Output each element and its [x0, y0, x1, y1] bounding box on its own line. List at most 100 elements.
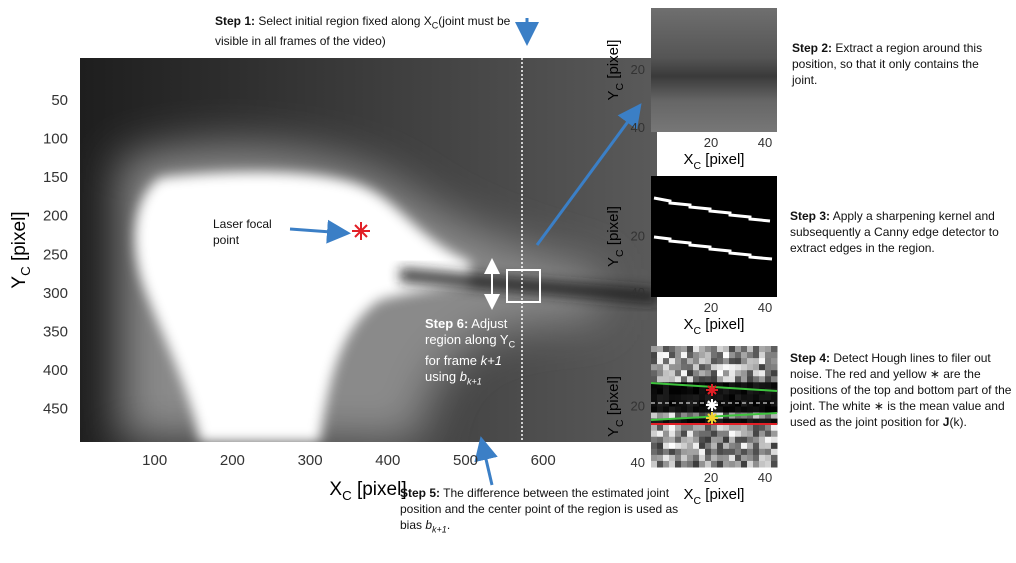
noise-cell: [705, 436, 712, 444]
noise-cell: [729, 400, 736, 407]
noise-cell: [675, 346, 682, 353]
inset-1-image: [651, 8, 777, 132]
step4: Step 4: Detect Hough lines to filer out …: [790, 350, 1012, 430]
noise-cell: [723, 406, 730, 414]
marker-stroke: [707, 400, 717, 410]
noise-cell: [681, 418, 688, 426]
noise-cell: [717, 388, 724, 395]
noise-cell: [657, 376, 664, 383]
y-tick-label: 200: [43, 208, 68, 225]
noise-cell: [771, 406, 778, 414]
edge-bottom: [653, 235, 773, 261]
noise-cell: [681, 412, 688, 420]
noise-cell: [693, 442, 700, 450]
noise-cell: [681, 400, 688, 407]
noise-cell: [723, 370, 730, 377]
noise-cell: [663, 394, 670, 401]
noise-cell: [675, 454, 682, 462]
noise-cell: [687, 370, 694, 377]
noise-cell: [735, 388, 742, 395]
noise-cell: [705, 430, 712, 438]
noise-cell: [657, 388, 664, 395]
noise-cell: [675, 364, 682, 371]
y-tick-label: 40: [631, 120, 645, 135]
noise-cell: [747, 424, 754, 432]
noise-cell: [759, 460, 766, 468]
noise-cell: [651, 388, 658, 395]
noise-cell: [759, 424, 766, 432]
noise-cell: [663, 358, 670, 365]
noise-cell: [675, 370, 682, 377]
joint-marker: [706, 412, 718, 424]
step5: Step 5: The difference between the estim…: [400, 485, 700, 537]
noise-cell: [705, 454, 712, 462]
noise-cell: [663, 424, 670, 432]
noise-cell: [681, 388, 688, 395]
noise-cell: [729, 448, 736, 456]
noise-cell: [651, 424, 658, 432]
noise-cell: [753, 448, 760, 456]
noise-cell: [711, 436, 718, 444]
noise-cell: [771, 394, 778, 401]
step-text: Extract a region around this position, s…: [792, 41, 983, 87]
noise-cell: [717, 364, 724, 371]
noise-cell: [735, 442, 742, 450]
noise-cell: [681, 460, 688, 468]
noise-cell: [765, 460, 772, 468]
noise-cell: [699, 418, 706, 426]
noise-cell: [675, 388, 682, 395]
noise-cell: [747, 454, 754, 462]
noise-cell: [747, 388, 754, 395]
noise-cell: [765, 424, 772, 432]
noise-cell: [747, 352, 754, 359]
step-text: for frame: [425, 352, 481, 368]
noise-cell: [735, 376, 742, 383]
noise-cell: [759, 412, 766, 420]
noise-cell: [735, 460, 742, 468]
x-tick-label: 20: [704, 300, 718, 315]
noise-cell: [729, 352, 736, 359]
noise-cell: [669, 406, 676, 414]
noise-cell: [771, 460, 778, 468]
noise-cell: [765, 430, 772, 438]
noise-cell: [651, 382, 658, 389]
noise-cell: [651, 400, 658, 407]
noise-cell: [765, 400, 772, 407]
noise-cell: [693, 364, 700, 371]
axis-label-sub: C: [18, 266, 33, 276]
noise-cell: [687, 436, 694, 444]
axis-label-sub: C: [342, 488, 352, 503]
noise-cell: [657, 424, 664, 432]
noise-cell: [753, 424, 760, 432]
y-tick-label: 20: [631, 62, 645, 77]
noise-cell: [651, 352, 658, 359]
noise-cell: [717, 382, 724, 389]
noise-cell: [753, 352, 760, 359]
noise-cell: [741, 424, 748, 432]
noise-cell: [711, 352, 718, 359]
noise-cell: [741, 454, 748, 462]
noise-cell: [675, 358, 682, 365]
noise-cell: [705, 382, 712, 389]
noise-cell: [699, 364, 706, 371]
noise-cell: [717, 430, 724, 438]
noise-cell: [663, 352, 670, 359]
step-text: Select initial region fixed along X: [255, 14, 432, 28]
noise-cell: [663, 370, 670, 377]
noise-cell: [711, 424, 718, 432]
inset-3-image: [651, 346, 778, 468]
zoom-arrow: [535, 103, 642, 246]
axis-label-main: X: [684, 151, 694, 168]
noise-cell: [657, 448, 664, 456]
axis-label-sub: C: [694, 495, 702, 507]
step3: Step 3: Apply a sharpening kernel and su…: [790, 208, 1005, 256]
noise-cell: [729, 424, 736, 432]
noise-cell: [741, 412, 748, 420]
noise-cell: [687, 364, 694, 371]
step-label: Step 6:: [425, 316, 469, 331]
noise-cell: [699, 442, 706, 450]
noise-cell: [663, 364, 670, 371]
noise-cell: [771, 346, 778, 353]
noise-cell: [723, 430, 730, 438]
noise-cell: [657, 454, 664, 462]
